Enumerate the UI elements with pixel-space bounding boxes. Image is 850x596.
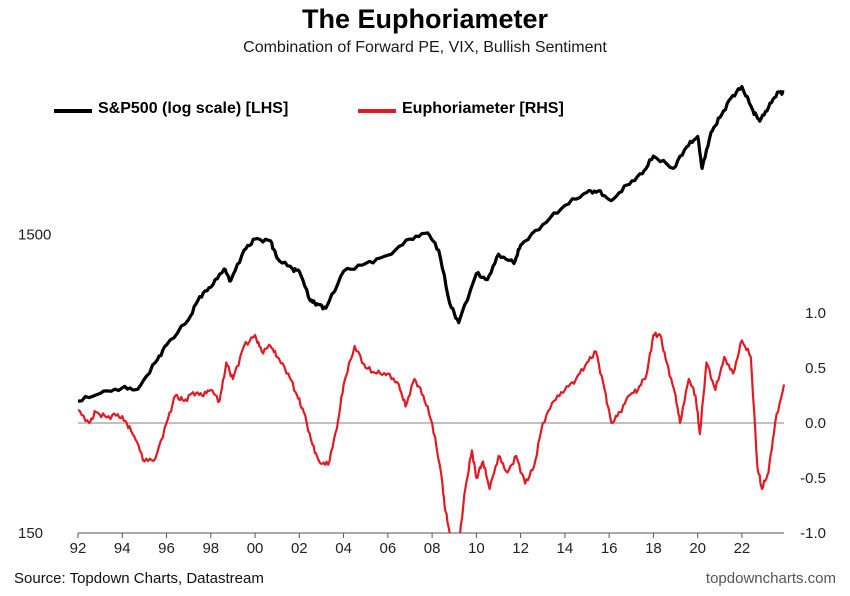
right-tick-label: 1.0 bbox=[805, 305, 826, 322]
legend-label-sp500: S&P500 (log scale) [LHS] bbox=[98, 100, 289, 117]
x-tick-label: 92 bbox=[70, 540, 87, 557]
legend-label-euphoriameter: Euphoriameter [RHS] bbox=[402, 100, 564, 117]
x-tick-label: 18 bbox=[645, 540, 662, 557]
x-tick-label: 06 bbox=[379, 540, 396, 557]
x-tick-label: 10 bbox=[468, 540, 485, 557]
sp500-line bbox=[78, 84, 785, 403]
chart-subtitle: Combination of Forward PE, VIX, Bullish … bbox=[243, 39, 607, 56]
x-tick-label: 00 bbox=[247, 540, 264, 557]
x-tick-label: 16 bbox=[601, 540, 618, 557]
x-tick-label: 98 bbox=[202, 540, 219, 557]
x-tick-label: 94 bbox=[114, 540, 131, 557]
x-tick-label: 20 bbox=[689, 540, 706, 557]
right-tick-label: 0.5 bbox=[805, 360, 826, 377]
left-tick-label: 150 bbox=[18, 525, 43, 542]
x-tick-label: 12 bbox=[512, 540, 529, 557]
right-tick-label: -0.5 bbox=[800, 470, 826, 487]
left-tick-label: 1500 bbox=[18, 227, 51, 244]
x-tick-label: 04 bbox=[335, 540, 352, 557]
x-tick-label: 96 bbox=[158, 540, 175, 557]
source-note: Source: Topdown Charts, Datastream bbox=[14, 570, 264, 587]
legend-swatch-sp500 bbox=[54, 109, 92, 113]
x-tick-label: 22 bbox=[734, 540, 751, 557]
euphoriameter-line bbox=[78, 331, 786, 533]
x-tick-label: 02 bbox=[291, 540, 308, 557]
legend-swatch-euphoriameter bbox=[358, 109, 396, 113]
x-tick-label: 08 bbox=[424, 540, 441, 557]
right-tick-label: -1.0 bbox=[800, 525, 826, 542]
right-tick-label: 0.0 bbox=[805, 415, 826, 432]
x-tick-label: 14 bbox=[557, 540, 574, 557]
watermark: topdowncharts.com bbox=[705, 570, 836, 587]
chart-title: The Euphoriameter bbox=[301, 4, 549, 34]
